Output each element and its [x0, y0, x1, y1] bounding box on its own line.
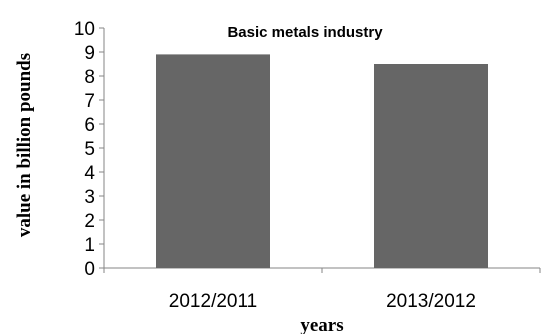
x-axis-title: years	[300, 315, 343, 334]
y-tick-label: 9	[84, 43, 95, 64]
y-tick-label: 7	[84, 91, 95, 112]
x-tick-label: 2013/2012	[386, 291, 476, 312]
y-tick-label: 5	[84, 139, 95, 160]
y-tick-label: 0	[84, 259, 95, 280]
y-tick-label: 6	[84, 115, 95, 136]
chart-title: Basic metals industry	[227, 24, 383, 41]
bar	[156, 54, 270, 269]
y-tick-label: 4	[84, 163, 95, 184]
plot-area: 0 1 2 3 4 5 6 7 8 9 10 2012/2011 2013/2012	[74, 19, 541, 312]
y-axis-title: value in billion pounds	[14, 53, 35, 237]
y-tick-label: 2	[84, 211, 95, 232]
y-tick-label: 8	[84, 67, 95, 88]
bar	[374, 64, 488, 268]
x-tick-label: 2012/2011	[169, 291, 257, 312]
y-tick-label: 1	[84, 235, 95, 256]
y-tick-label: 3	[84, 187, 95, 208]
y-tick-label: 10	[74, 19, 95, 40]
